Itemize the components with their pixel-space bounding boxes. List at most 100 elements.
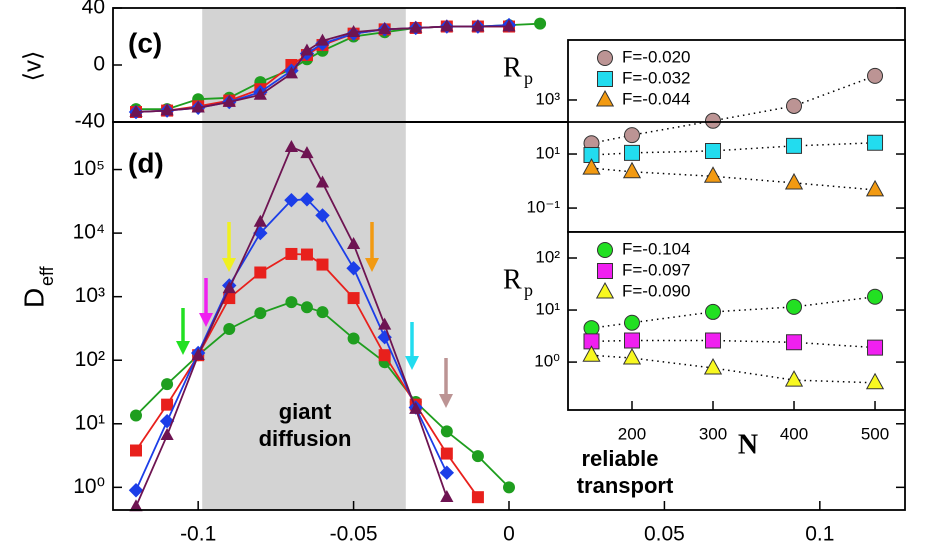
marker	[582, 345, 601, 362]
marker	[222, 281, 236, 294]
marker	[784, 370, 804, 387]
legend-marker	[595, 89, 615, 107]
marker	[253, 214, 267, 227]
panel-label: (c)	[128, 27, 162, 58]
marker	[300, 43, 314, 56]
y-tick-label: 10³	[535, 89, 560, 108]
marker	[440, 19, 454, 32]
legend-label: F=-0.090	[622, 281, 691, 300]
x-tick-label: 200	[618, 424, 646, 443]
marker	[502, 19, 516, 32]
legend-label: F=-0.044	[622, 89, 691, 108]
marker	[222, 94, 236, 107]
y-axis-label: ⟨v⟩	[19, 51, 46, 82]
marker	[300, 301, 313, 314]
marker	[254, 266, 267, 279]
arrow-head	[199, 313, 213, 327]
marker	[583, 147, 600, 164]
legend-label: F=-0.097	[622, 260, 691, 279]
marker	[191, 100, 205, 113]
marker	[346, 236, 361, 249]
marker	[409, 401, 423, 414]
inset-background	[568, 232, 905, 410]
x-tick-label: 400	[780, 424, 808, 443]
marker	[346, 261, 361, 276]
marker	[315, 175, 330, 188]
series-line	[135, 198, 448, 491]
marker	[786, 97, 803, 114]
y-tick-label: 10²	[535, 247, 560, 266]
x-axis-label: N	[738, 429, 758, 460]
marker	[160, 428, 174, 441]
marker	[129, 104, 143, 117]
x-tick-label: 0.1	[805, 523, 834, 546]
marker	[378, 349, 391, 362]
marker	[471, 491, 484, 504]
marker	[378, 22, 392, 35]
legend-marker	[597, 263, 613, 279]
marker	[786, 298, 803, 315]
marker	[300, 146, 314, 159]
marker	[583, 320, 600, 337]
y-tick-label: 0	[93, 53, 105, 76]
marker	[191, 347, 205, 360]
marker	[223, 322, 236, 335]
marker	[471, 19, 485, 32]
marker	[705, 142, 722, 159]
marker	[582, 158, 601, 175]
marker	[299, 192, 315, 207]
marker	[623, 127, 640, 144]
marker	[347, 292, 360, 305]
y-axis-label-sub: p	[524, 68, 533, 88]
y-axis-label-sub: p	[524, 280, 533, 300]
shaded-region	[202, 122, 406, 510]
marker	[130, 409, 143, 422]
series-line	[135, 146, 448, 507]
legend-marker	[597, 242, 613, 258]
annotation: giant	[279, 399, 332, 424]
marker	[703, 166, 723, 183]
y-tick-label: 10⁻¹	[526, 198, 560, 217]
marker	[254, 307, 267, 320]
legend-marker	[595, 281, 615, 299]
marker	[284, 139, 299, 152]
marker	[316, 306, 329, 319]
inset-background	[568, 40, 905, 232]
marker	[503, 481, 515, 494]
marker	[130, 444, 143, 457]
shaded-region	[202, 8, 406, 122]
y-axis-label: R	[503, 52, 522, 83]
x-tick-label: 0	[503, 523, 515, 546]
x-tick-label: 500	[861, 424, 889, 443]
marker	[865, 372, 885, 390]
marker	[786, 137, 803, 154]
marker	[705, 303, 722, 320]
arrow-head	[365, 258, 379, 272]
y-tick-label: -40	[75, 110, 105, 133]
axes-frame	[567, 231, 906, 411]
marker	[284, 66, 299, 79]
marker	[865, 179, 885, 197]
marker	[378, 317, 392, 330]
marker	[439, 465, 455, 480]
marker	[284, 192, 299, 208]
marker	[786, 334, 803, 351]
marker	[784, 172, 804, 190]
series-line	[591, 75, 876, 145]
x-tick-label: 300	[699, 424, 727, 443]
y-tick-label: 10¹	[75, 411, 105, 434]
arrow-head	[176, 341, 190, 355]
y-tick-label: 40	[82, 0, 105, 19]
legend-label: F=-0.104	[622, 239, 691, 258]
marker	[128, 483, 144, 498]
legend-label: F=-0.032	[622, 68, 691, 87]
y-tick-label: 10²	[75, 348, 105, 371]
y-tick-label: 10⁴	[73, 221, 105, 244]
marker	[316, 258, 329, 271]
annotation: reliable	[581, 446, 658, 471]
marker	[622, 347, 642, 365]
marker	[623, 144, 640, 161]
arrow-head	[405, 356, 419, 370]
marker	[867, 134, 884, 151]
